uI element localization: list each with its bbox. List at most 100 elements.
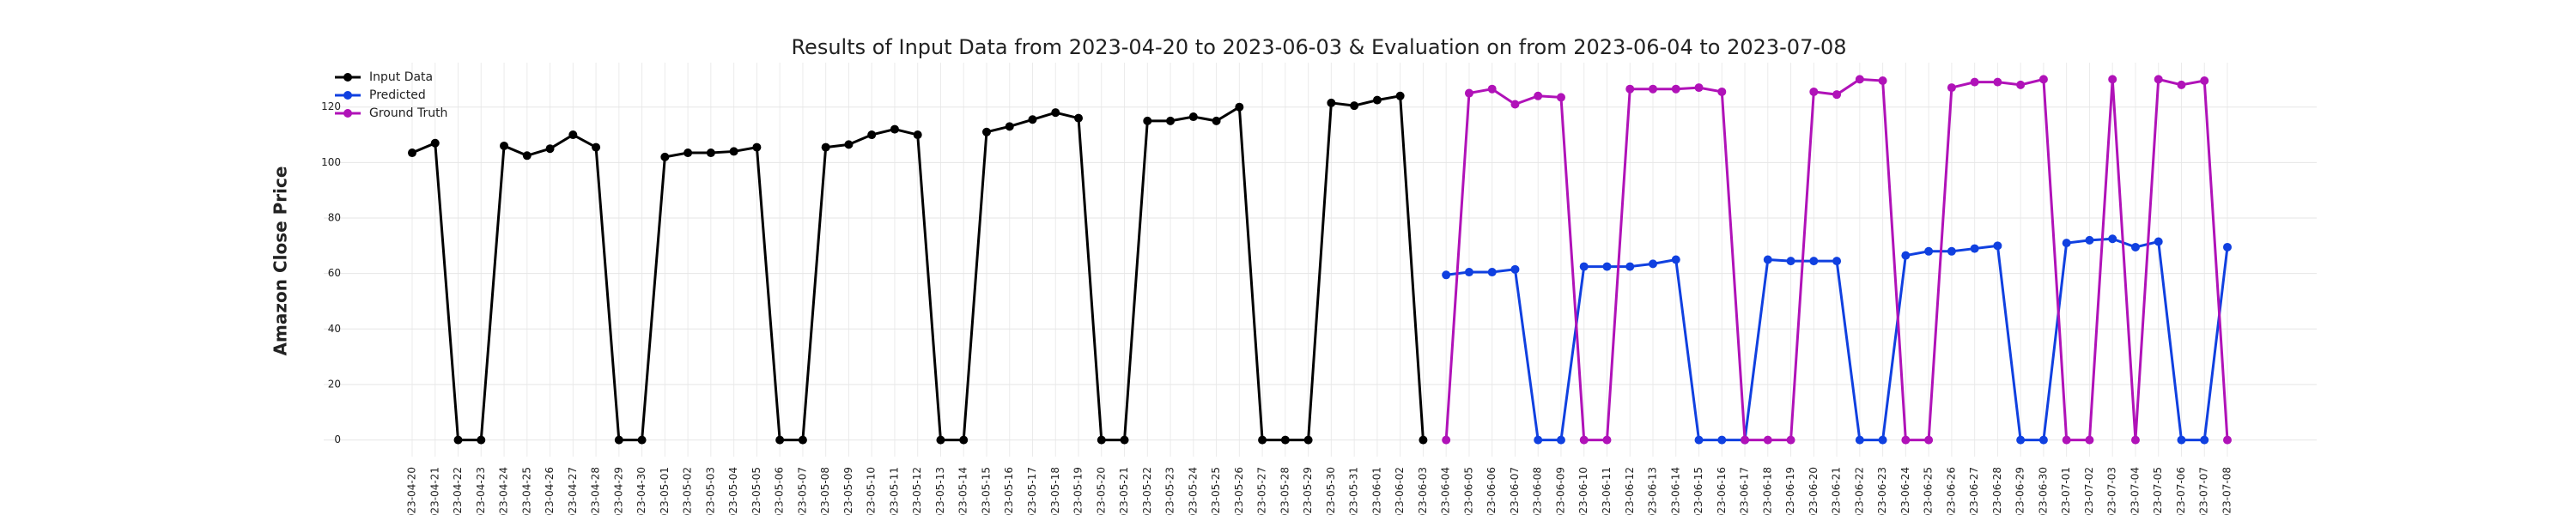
data-point xyxy=(1510,100,1520,109)
data-point xyxy=(1901,435,1911,445)
x-tick-label: 2023-06-27 xyxy=(1968,467,1980,515)
data-point xyxy=(1855,75,1864,84)
x-tick-label: 2023-05-29 xyxy=(1302,467,1314,515)
x-tick-label: 2023-04-24 xyxy=(498,467,510,515)
x-tick-label: 2023-06-26 xyxy=(1945,467,1957,515)
x-tick-label: 2023-04-30 xyxy=(635,467,647,515)
x-tick-label: 2023-07-06 xyxy=(2175,467,2187,515)
x-tick-label: 2023-06-15 xyxy=(1692,467,1704,515)
data-point xyxy=(1188,112,1198,122)
data-point xyxy=(1534,91,1543,100)
data-point xyxy=(1258,435,1267,445)
x-tick-label: 2023-06-13 xyxy=(1647,467,1659,515)
data-point xyxy=(1579,435,1589,445)
data-point xyxy=(1419,435,1428,445)
legend-marker xyxy=(343,91,352,100)
x-tick-label: 2023-05-27 xyxy=(1256,467,1268,515)
x-tick-label: 2023-05-03 xyxy=(704,467,716,515)
data-point xyxy=(1602,435,1612,445)
data-point xyxy=(2154,237,2163,246)
data-point xyxy=(752,142,762,152)
data-point xyxy=(614,435,623,445)
data-point xyxy=(1809,257,1819,266)
data-point xyxy=(2177,435,2186,445)
data-point xyxy=(706,148,715,158)
x-tick-label: 2023-05-10 xyxy=(866,467,878,515)
x-tick-label: 2023-05-30 xyxy=(1325,467,1337,515)
data-point xyxy=(2038,435,2048,445)
legend-marker xyxy=(343,73,352,82)
x-tick-label: 2023-07-05 xyxy=(2152,467,2164,515)
x-tick-label: 2023-06-01 xyxy=(1370,467,1382,515)
data-point xyxy=(660,152,670,161)
data-point xyxy=(2038,75,2048,84)
x-tick-label: 2023-05-23 xyxy=(1164,467,1176,515)
x-tick-label: 2023-05-20 xyxy=(1095,467,1107,515)
x-tick-label: 2023-06-06 xyxy=(1485,467,1498,515)
data-point xyxy=(798,435,807,445)
x-tick-label: 2023-05-07 xyxy=(796,467,808,515)
x-tick-label: 2023-05-24 xyxy=(1187,467,1199,515)
y-tick-label: 0 xyxy=(334,433,341,445)
chart-title: Results of Input Data from 2023-04-20 to… xyxy=(791,35,1846,59)
data-point xyxy=(1143,116,1152,125)
data-point xyxy=(2177,80,2186,89)
data-point xyxy=(2016,80,2026,89)
data-point xyxy=(2200,435,2209,445)
x-tick-label: 2023-05-15 xyxy=(980,467,992,515)
x-tick-label: 2023-06-03 xyxy=(1417,467,1429,515)
data-point xyxy=(1901,251,1911,260)
data-point xyxy=(1809,87,1819,96)
data-point xyxy=(1993,241,2002,251)
data-point xyxy=(1832,257,1842,266)
x-tick-label: 2023-05-18 xyxy=(1049,467,1061,515)
data-point xyxy=(867,130,877,140)
x-tick-label: 2023-06-29 xyxy=(2014,467,2026,515)
data-point xyxy=(545,144,555,154)
data-point xyxy=(2062,239,2071,248)
data-point xyxy=(568,130,578,140)
data-point xyxy=(2223,242,2232,251)
x-tick-label: 2023-06-04 xyxy=(1440,467,1452,515)
data-point xyxy=(1510,264,1520,274)
x-tick-label: 2023-04-25 xyxy=(520,467,532,515)
data-point xyxy=(1051,108,1060,118)
data-point xyxy=(1464,268,1473,277)
data-point xyxy=(592,142,601,152)
data-point xyxy=(1166,116,1176,125)
data-point xyxy=(2085,435,2094,445)
data-point xyxy=(1442,270,1451,280)
data-point xyxy=(2108,234,2117,244)
data-point xyxy=(936,435,945,445)
data-point xyxy=(637,435,647,445)
x-tick-label: 2023-05-26 xyxy=(1233,467,1245,515)
x-tick-label: 2023-06-08 xyxy=(1532,467,1544,515)
x-tick-label: 2023-05-11 xyxy=(888,467,900,515)
x-tick-label: 2023-06-07 xyxy=(1509,467,1521,515)
x-tick-label: 2023-05-01 xyxy=(659,467,671,515)
data-point xyxy=(2108,75,2117,84)
data-point xyxy=(1212,116,1221,125)
data-point xyxy=(1350,101,1359,111)
y-tick-label: 60 xyxy=(328,267,341,279)
data-point xyxy=(1028,115,1037,124)
x-tick-label: 2023-06-21 xyxy=(1831,467,1843,515)
data-point xyxy=(1074,113,1084,123)
data-point xyxy=(1671,255,1680,264)
data-point xyxy=(1947,246,1956,256)
x-tick-label: 2023-05-08 xyxy=(819,467,831,515)
legend-label: Predicted xyxy=(369,88,426,102)
data-point xyxy=(430,138,440,148)
x-tick-label: 2023-04-22 xyxy=(452,467,464,515)
data-point xyxy=(1763,255,1772,264)
data-point xyxy=(1097,435,1106,445)
x-tick-label: 2023-05-02 xyxy=(682,467,694,515)
data-point xyxy=(1602,262,1612,271)
x-tick-label: 2023-07-01 xyxy=(2060,467,2072,515)
data-point xyxy=(2062,435,2071,445)
x-tick-label: 2023-04-29 xyxy=(612,467,624,515)
legend-label: Input Data xyxy=(369,70,433,84)
data-point xyxy=(1534,435,1543,445)
x-tick-label: 2023-06-22 xyxy=(1853,467,1865,515)
y-tick-label: 80 xyxy=(328,212,341,224)
